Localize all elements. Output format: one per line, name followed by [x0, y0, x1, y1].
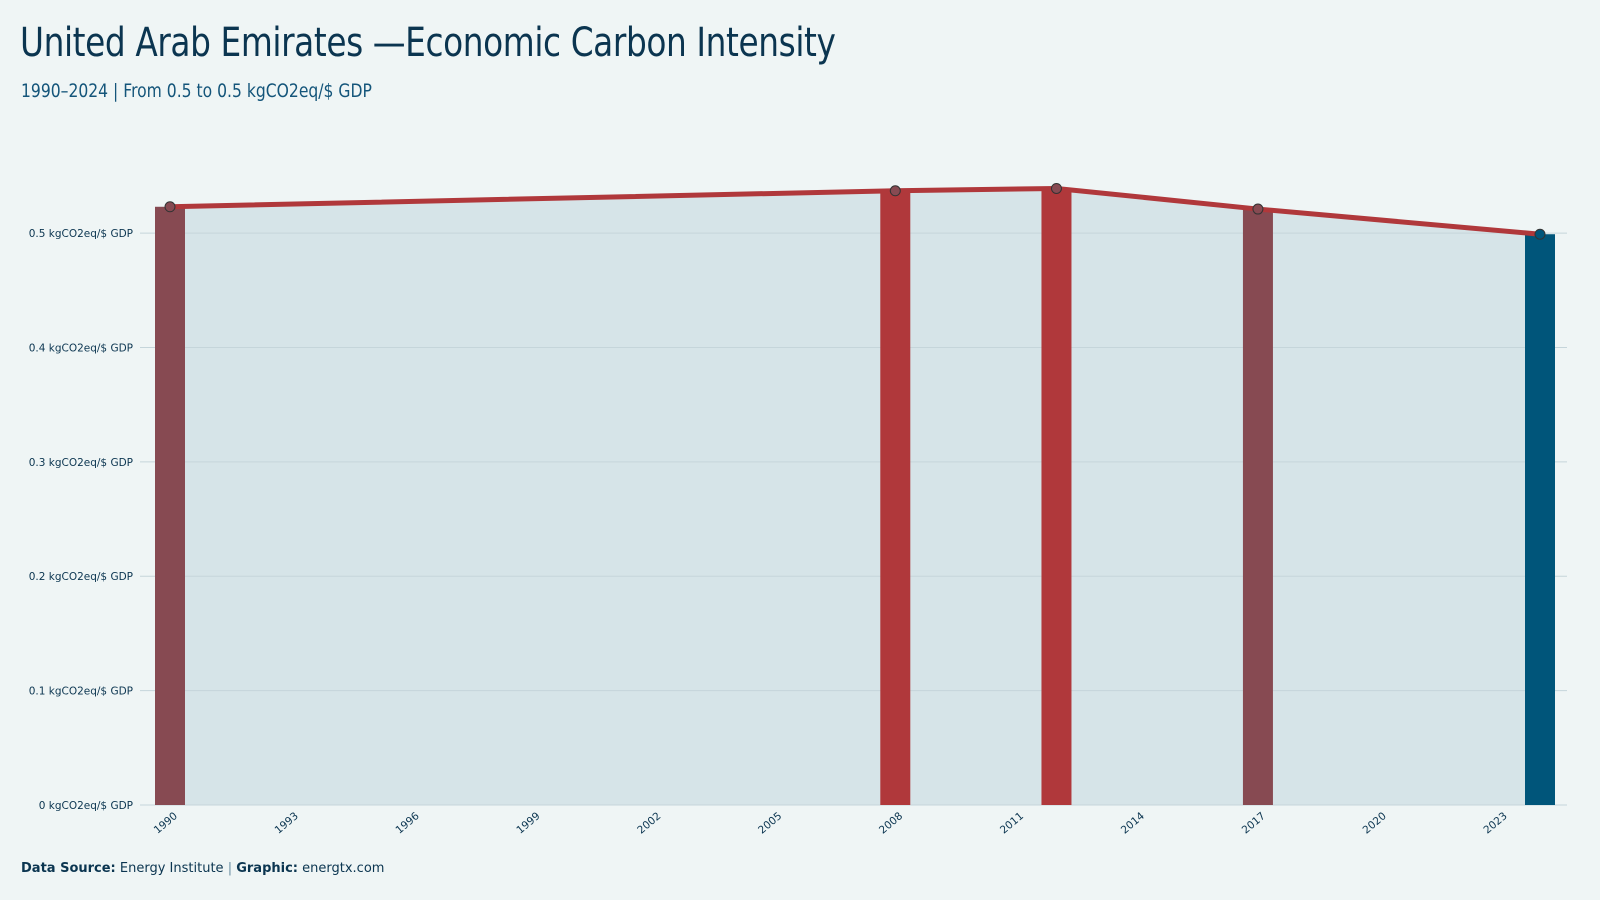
- y-tick-label: 0.4 kgCO2eq/$ GDP: [29, 342, 133, 354]
- x-tick-label: 2023: [1481, 810, 1509, 836]
- highlight-bar: [155, 206, 185, 805]
- y-tick-label: 0.3 kgCO2eq/$ GDP: [29, 457, 133, 469]
- y-tick-label: 0 kgCO2eq/$ GDP: [39, 800, 133, 812]
- chart-title: United Arab Emirates —Economic Carbon In…: [20, 20, 836, 66]
- footer-separator: |: [227, 861, 233, 876]
- highlight-bar: [1242, 209, 1273, 805]
- highlight-bar: [1041, 188, 1072, 805]
- data-point: [1252, 203, 1264, 215]
- graphic-value: energtx.com: [302, 861, 385, 876]
- x-tick-label: 2002: [635, 810, 663, 836]
- y-tick-label: 0.1 kgCO2eq/$ GDP: [29, 686, 133, 698]
- data-point: [889, 185, 901, 197]
- x-tick-label: 2005: [756, 810, 784, 836]
- y-tick-label: 0.5 kgCO2eq/$ GDP: [29, 228, 133, 240]
- x-tick-label: 2011: [998, 810, 1026, 836]
- source-label: Data Source:: [21, 861, 116, 876]
- y-tick-label: 0.2 kgCO2eq/$ GDP: [29, 571, 133, 583]
- x-tick-label: 1999: [514, 810, 542, 836]
- x-tick-label: 1996: [393, 810, 421, 837]
- x-tick-label: 2017: [1240, 810, 1268, 836]
- x-tick-label: 2014: [1119, 810, 1147, 837]
- x-tick-label: 1993: [273, 810, 301, 836]
- data-point: [1050, 182, 1062, 194]
- area-fill: [170, 188, 1540, 805]
- data-point: [1534, 228, 1546, 240]
- graphic-label: Graphic:: [236, 861, 298, 876]
- data-point: [164, 201, 176, 213]
- x-tick-label: 1990: [152, 810, 180, 836]
- x-tick-label: 2020: [1361, 810, 1389, 836]
- chart-subtitle: 1990–2024 | From 0.5 to 0.5 kgCO2eq/$ GD…: [21, 80, 372, 102]
- highlight-bar: [880, 190, 911, 806]
- highlight-bar: [1525, 234, 1555, 806]
- source-value: Energy Institute: [119, 861, 224, 876]
- x-tick-label: 2008: [877, 810, 905, 836]
- footer-credits: Data Source: Energy Institute | Graphic:…: [21, 861, 384, 876]
